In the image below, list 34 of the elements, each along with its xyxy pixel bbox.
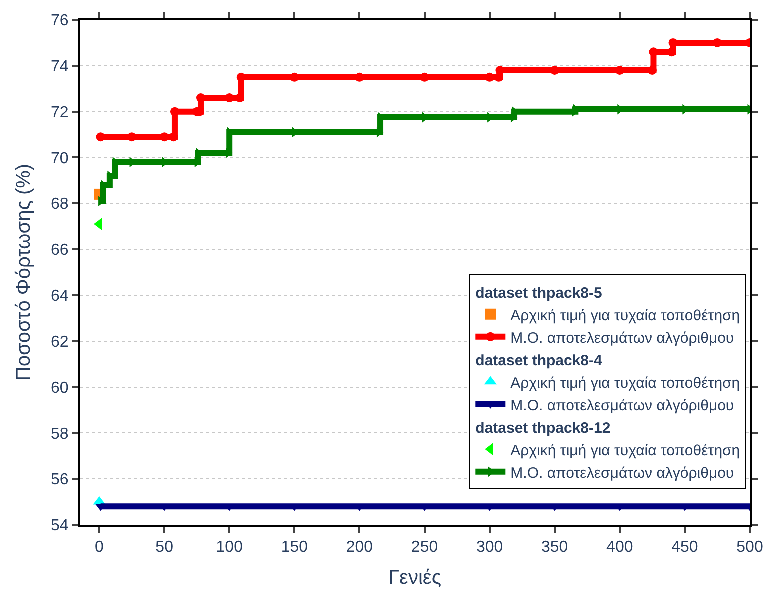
y-tick-label: 58	[51, 426, 69, 443]
y-tick-label: 68	[51, 196, 69, 214]
x-tick-label: 350	[542, 539, 568, 556]
y-axis-title: Ποσοστό Φόρτωσης (%)	[13, 164, 36, 382]
y-tick-label: 62	[51, 334, 69, 351]
y-tick-label: 72	[51, 104, 69, 122]
y-tick-label: 64	[51, 288, 69, 306]
y-tick-label: 76	[51, 12, 69, 30]
x-tick-label: 400	[606, 539, 634, 556]
legend-label: Αρχική τιμή για τυχαία τοποθέτηση	[510, 374, 740, 392]
annotation: dataset thpack8-12	[476, 420, 611, 437]
x-tick-label: 200	[346, 539, 374, 556]
y-tick-label: 66	[51, 242, 69, 260]
x-tick-label: 250	[411, 539, 438, 556]
y-tick-label: 70	[51, 150, 69, 168]
y-tick-label: 56	[51, 472, 69, 489]
annotation: dataset thpack8-5	[476, 284, 602, 302]
legend-label: Αρχική τιμή για τυχαία τοποθέτηση	[510, 442, 740, 460]
x-tick-label: 150	[281, 539, 308, 556]
annotation: dataset thpack8-4	[476, 352, 604, 370]
x-axis-title: Γενιές	[388, 567, 442, 590]
x-tick-label: 50	[156, 539, 174, 556]
y-tick-label: 60	[51, 380, 69, 397]
x-tick-label: 500	[736, 539, 764, 556]
x-tick-label: 450	[672, 539, 698, 556]
x-tick-label: 0	[95, 539, 104, 556]
legend-label: Μ.Ο. αποτελεσμάτων αλγόριθμου	[510, 464, 734, 482]
legend-label: Μ.Ο. αποτελεσμάτων αλγόριθμου	[510, 397, 734, 414]
y-tick-label: 54	[51, 518, 69, 535]
legend-label: Μ.Ο. αποτελεσμάτων αλγόριθμου	[510, 330, 734, 347]
x-tick-label: 100	[216, 539, 244, 556]
x-tick-label: 300	[476, 539, 504, 556]
y-tick-label: 74	[51, 58, 69, 76]
legend-label: Αρχική τιμή για τυχαία τοποθέτηση	[510, 307, 740, 324]
